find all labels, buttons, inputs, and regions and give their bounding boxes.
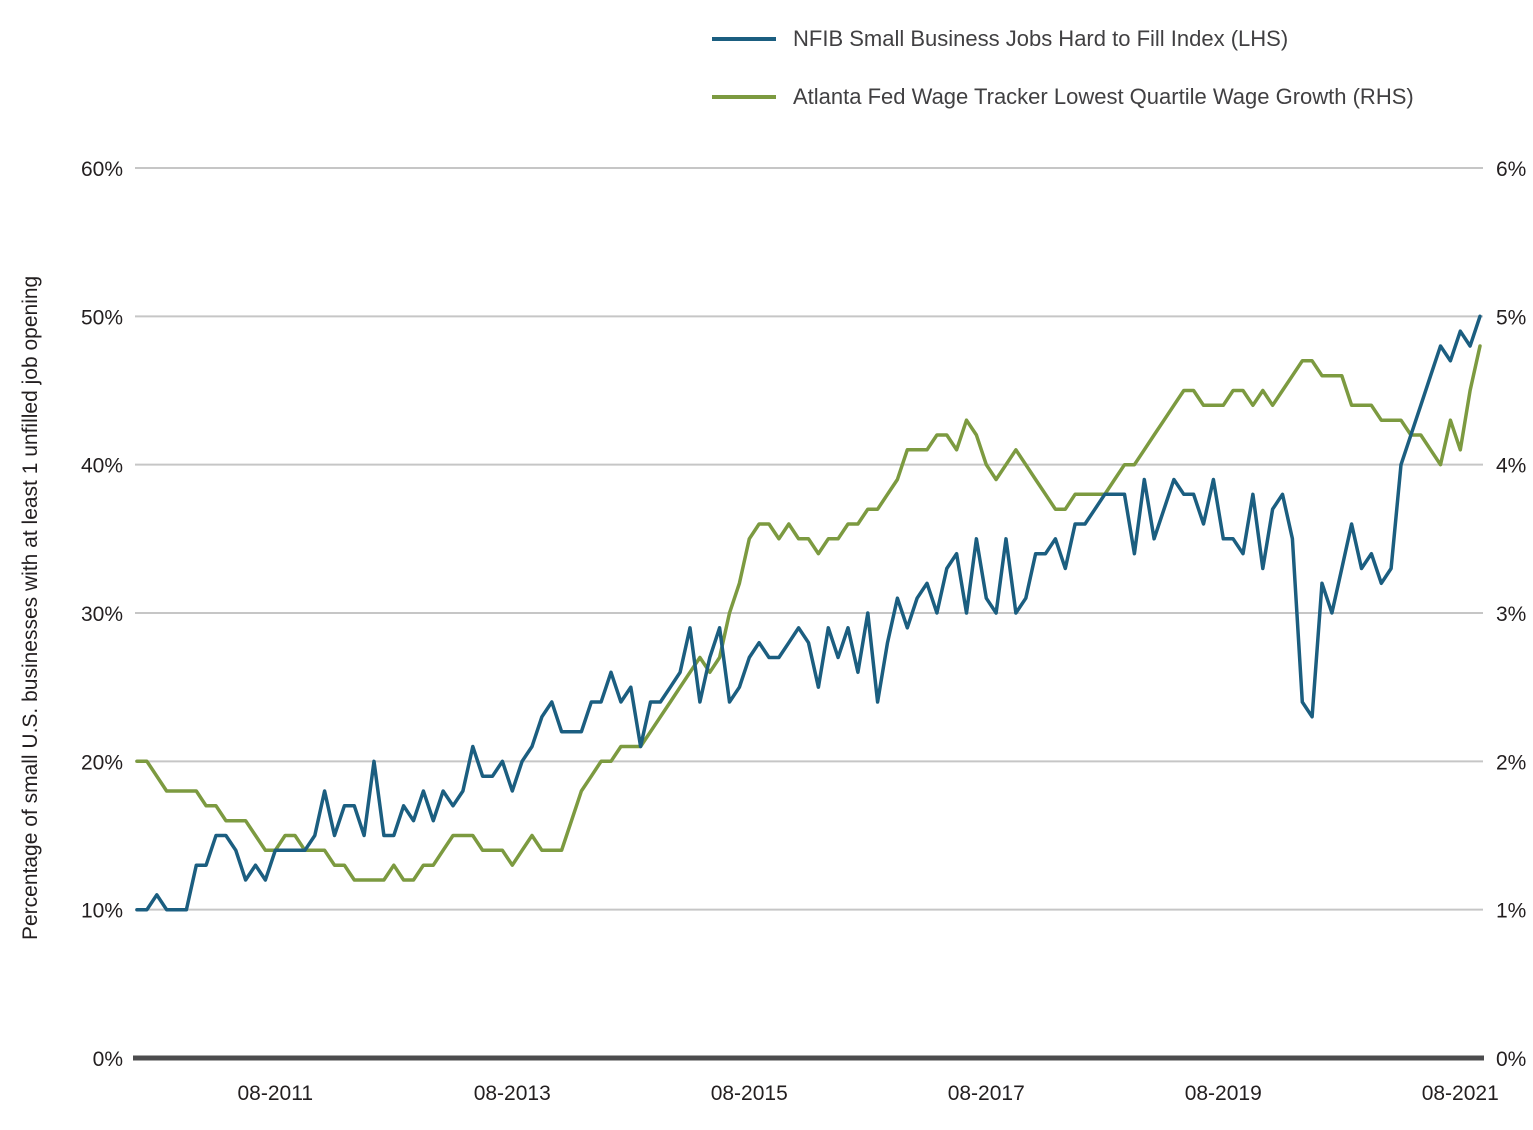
left-axis-title: Percentage of small U.S. businesses with… <box>19 275 42 940</box>
x-axis-tick-label: 08-2015 <box>711 1082 788 1105</box>
series-line-wage-tracker <box>135 344 1482 882</box>
right-axis-tick-label: 5% <box>1496 306 1526 329</box>
right-axis-tick-label: 2% <box>1496 751 1526 774</box>
left-axis-tick-label: 30% <box>81 603 123 626</box>
left-axis-tick-label: 50% <box>81 306 123 329</box>
left-axis-tick-label: 40% <box>81 455 123 478</box>
right-axis-tick-label: 0% <box>1496 1048 1526 1071</box>
legend-item: NFIB Small Business Jobs Hard to Fill In… <box>712 24 1414 54</box>
right-axis-tick-label: 6% <box>1496 158 1526 181</box>
legend-item: Atlanta Fed Wage Tracker Lowest Quartile… <box>712 82 1414 112</box>
x-axis-tick-label: 08-2021 <box>1422 1082 1499 1105</box>
legend-label-wage-tracker: Atlanta Fed Wage Tracker Lowest Quartile… <box>793 84 1414 109</box>
chart-legend: NFIB Small Business Jobs Hard to Fill In… <box>712 24 1414 112</box>
x-axis-tick-label: 08-2017 <box>948 1082 1025 1105</box>
legend-line-swatch-wage-tracker <box>712 95 776 99</box>
x-axis-tick-label: 08-2011 <box>237 1082 313 1105</box>
series-line-nfib <box>135 314 1482 912</box>
right-axis-tick-label: 1% <box>1496 900 1526 923</box>
left-axis-tick-label: 60% <box>81 158 123 181</box>
left-axis-tick-label: 0% <box>93 1048 123 1071</box>
left-axis-tick-label: 10% <box>81 900 123 923</box>
x-axis-tick-label: 08-2019 <box>1185 1082 1262 1105</box>
right-axis-tick-label: 3% <box>1496 603 1526 626</box>
legend-line-swatch-nfib <box>712 37 776 41</box>
right-axis-tick-label: 4% <box>1496 455 1526 478</box>
left-axis-tick-label: 20% <box>81 751 123 774</box>
legend-label-nfib: NFIB Small Business Jobs Hard to Fill In… <box>793 26 1289 51</box>
x-axis-tick-label: 08-2013 <box>474 1082 551 1105</box>
